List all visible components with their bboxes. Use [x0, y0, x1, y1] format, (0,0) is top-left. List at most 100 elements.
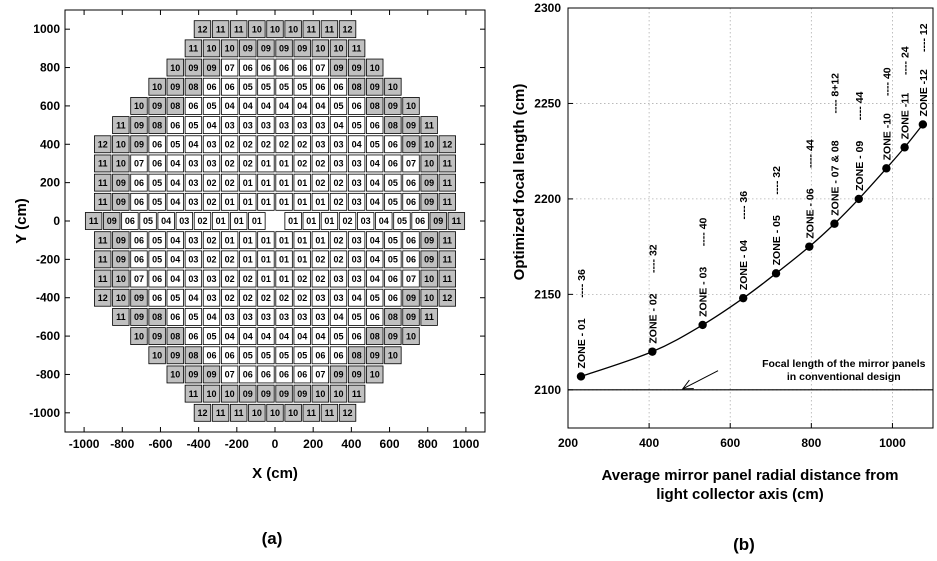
mirror-cell: [94, 288, 112, 307]
mirror-cell: [257, 365, 275, 384]
mirror-cell: [257, 154, 275, 173]
mirror-cell-zone-label: 11: [352, 44, 362, 54]
mirror-cell: [402, 231, 420, 250]
mirror-cell-zone-label: 03: [225, 120, 235, 130]
mirror-cell-zone-label: 09: [297, 389, 307, 399]
mirror-cell-zone-label: 03: [333, 139, 343, 149]
data-point: [576, 372, 586, 381]
mirror-cell-zone-label: 07: [315, 63, 325, 73]
mirror-cell-zone-label: 01: [279, 255, 289, 265]
mirror-cell-zone-label: 09: [170, 82, 180, 92]
mirror-cell: [184, 288, 203, 307]
mirror-cell-zone-label: 04: [188, 293, 198, 303]
mirror-cell-zone-label: 06: [333, 82, 343, 92]
mirror-cell-zone-label: 08: [388, 312, 398, 322]
mirror-cell: [211, 20, 230, 39]
mirror-cell-zone-label: 10: [207, 389, 217, 399]
mirror-cell: [257, 39, 275, 58]
mirror-cell-zone-label: 01: [243, 197, 253, 207]
mirror-cell: [384, 192, 402, 211]
mirror-cell-zone-label: 11: [307, 24, 317, 34]
mirror-cell: [329, 269, 348, 288]
x-tick-label: -400: [187, 437, 211, 451]
mirror-cell-zone-label: 09: [279, 389, 289, 399]
zone-label: ZONE - 06: [804, 188, 816, 238]
mirror-cell-zone-label: 10: [288, 408, 298, 418]
mirror-cell: [347, 231, 366, 250]
mirror-cell-zone-label: 05: [207, 101, 217, 111]
mirror-cell: [184, 154, 203, 173]
mirror-cell-zone-label: 10: [225, 44, 235, 54]
mirror-cell-zone-label: 09: [134, 293, 144, 303]
mirror-cell-zone-label: 09: [134, 139, 144, 149]
mirror-cell: [193, 20, 212, 39]
mirror-cell: [184, 346, 203, 365]
mirror-cell: [293, 135, 311, 154]
mirror-cell: [329, 97, 348, 115]
mirror-cell-zone-label: 04: [170, 235, 180, 245]
mirror-cell: [202, 77, 221, 96]
mirror-cell-zone-label: 06: [170, 312, 180, 322]
mirror-cell: [112, 154, 130, 173]
mirror-cell-zone-label: 04: [370, 255, 380, 265]
mirror-cell-zone-label: 05: [333, 331, 343, 341]
mirror-cell-zone-label: 06: [225, 350, 235, 360]
mirror-cell-zone-label: 07: [134, 274, 144, 284]
mirror-cell-zone-label: 05: [333, 101, 343, 111]
mirror-cell-zone-label: 11: [443, 235, 453, 245]
mirror-cell-zone-label: 05: [388, 197, 398, 207]
mirror-cell: [130, 288, 148, 307]
mirror-cell: [329, 288, 348, 307]
mirror-cell: [166, 231, 184, 250]
mirror-cell-zone-label: 05: [352, 120, 362, 130]
mirror-cell-zone-label: 12: [98, 139, 108, 149]
mirror-cell-zone-label: 09: [116, 255, 126, 265]
mirror-cell: [148, 192, 166, 211]
mirror-cell-zone-label: 11: [443, 255, 453, 265]
mirror-cell-zone-label: 03: [279, 312, 289, 322]
panel-a-y-ticks: 1000 800 600 400 200 0 -200 -400 -600 -800 -1000: [29, 22, 485, 420]
mirror-cell: [402, 288, 420, 307]
mirror-cell-zone-label: 10: [388, 82, 398, 92]
mirror-cell-zone-label: 05: [243, 350, 253, 360]
mirror-cell-zone-label: 03: [315, 312, 325, 322]
mirror-cell-zone-label: 04: [297, 331, 307, 341]
mirror-cell-zone-label: 04: [170, 197, 180, 207]
mirror-cell-zone-label: 04: [333, 312, 343, 322]
mirror-cell-zone-label: 08: [170, 331, 180, 341]
mirror-cell: [329, 192, 348, 211]
mirror-cell: [130, 116, 148, 134]
mirror-cell-zone-label: 01: [279, 197, 289, 207]
mirror-cell-zone-label: 09: [188, 63, 198, 73]
mirror-cell: [347, 288, 366, 307]
mirror-cell: [220, 384, 239, 403]
mirror-cell: [311, 365, 330, 384]
mirror-cell-zone-label: 11: [443, 197, 453, 207]
mirror-cell-zone-label: 07: [315, 370, 325, 380]
mirror-cell-zone-label: 03: [261, 312, 271, 322]
mirror-cell-zone-label: 01: [243, 178, 253, 188]
mirror-cell-zone-label: 08: [370, 331, 380, 341]
mirror-cell: [220, 135, 239, 154]
mirror-cell: [184, 308, 203, 326]
mirror-cell-zone-label: 02: [243, 293, 253, 303]
mirror-cell-zone-label: 05: [152, 235, 162, 245]
mirror-cell: [166, 173, 184, 192]
mirror-cell-zone-label: 01: [252, 216, 262, 226]
mirror-cell-zone-label: 12: [343, 24, 353, 34]
mirror-cell-zone-label: 11: [234, 408, 244, 418]
mirror-cell-zone-label: 03: [207, 293, 217, 303]
mirror-cell: [311, 250, 330, 269]
mirror-cell-zone-label: 02: [207, 178, 217, 188]
mirror-cell-zone-label: 09: [406, 293, 416, 303]
zone-panel-count: ---- 44: [854, 91, 866, 120]
mirror-cell-zone-label: 01: [324, 216, 334, 226]
mirror-cell-zone-label: 06: [152, 139, 162, 149]
mirror-cell-zone-label: 03: [352, 235, 362, 245]
mirror-cell-zone-label: 08: [152, 312, 162, 322]
mirror-cell: [420, 288, 438, 307]
mirror-cell: [130, 231, 148, 250]
mirror-cell: [202, 58, 221, 77]
